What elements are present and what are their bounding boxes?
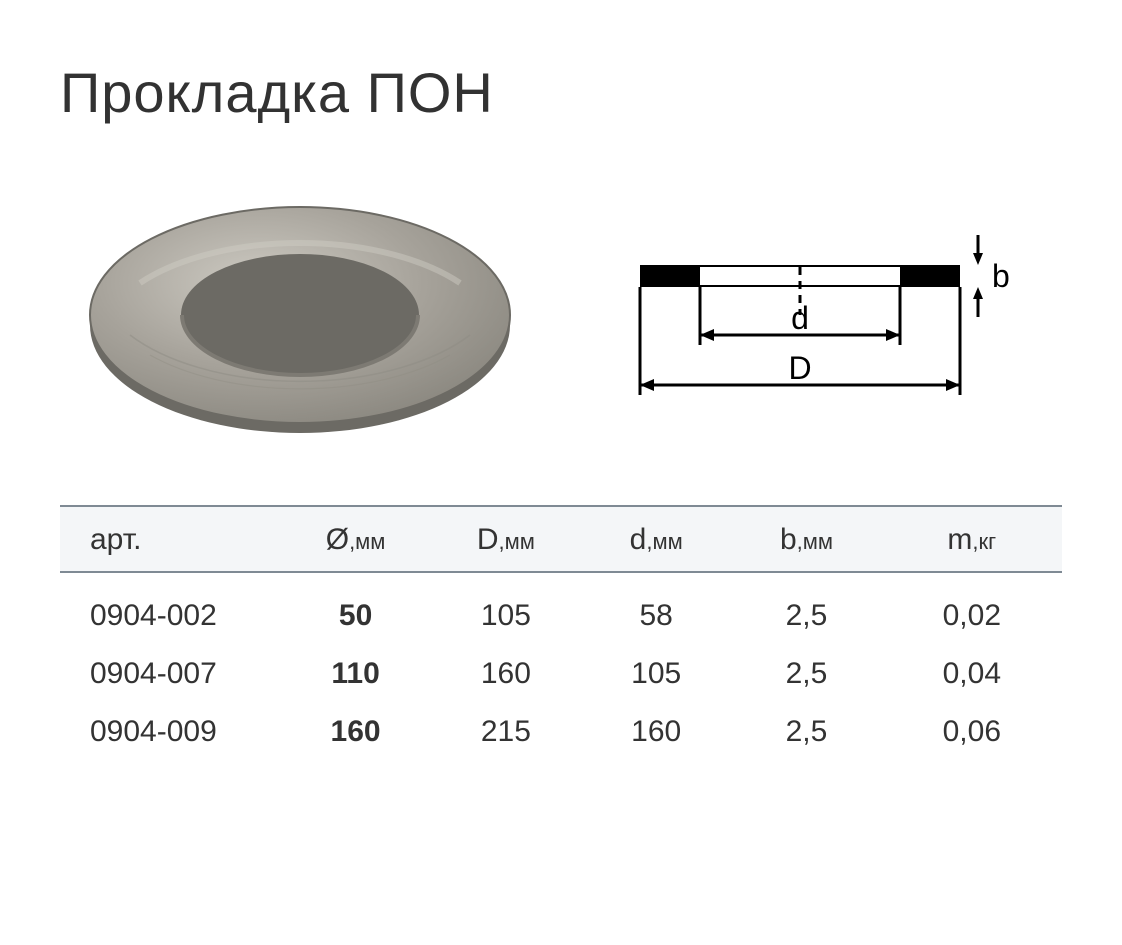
m-label: m <box>947 523 972 556</box>
cell-diameter: 50 <box>280 572 430 645</box>
m-unit: ,кг <box>972 529 996 554</box>
gasket-image <box>60 165 540 465</box>
diagram-label-D-upper: D <box>788 350 811 386</box>
diameter-unit: ,мм <box>349 529 385 554</box>
diameter-symbol: Ø <box>326 523 349 556</box>
col-D: D,мм <box>431 506 581 572</box>
cell-art: 0904-002 <box>60 572 280 645</box>
cell-diameter: 110 <box>280 645 430 703</box>
b-label: b <box>780 523 797 556</box>
col-art: арт. <box>60 506 280 572</box>
table-row: 0904-007 110 160 105 2,5 0,04 <box>60 645 1062 703</box>
cell-d: 160 <box>581 703 731 761</box>
col-m: m,кг <box>882 506 1062 572</box>
diagram-label-d: d <box>791 300 809 336</box>
D-label: D <box>477 523 499 556</box>
cell-m: 0,02 <box>882 572 1062 645</box>
cell-m: 0,04 <box>882 645 1062 703</box>
table-body: 0904-002 50 105 58 2,5 0,02 0904-007 110… <box>60 572 1062 761</box>
table-header-row: арт. Ø,мм D,мм d,мм b,мм m,кг <box>60 506 1062 572</box>
cell-b: 2,5 <box>731 645 881 703</box>
dimension-diagram: b d D <box>600 195 1020 435</box>
cell-art: 0904-007 <box>60 645 280 703</box>
col-b: b,мм <box>731 506 881 572</box>
cell-art: 0904-009 <box>60 703 280 761</box>
cell-m: 0,06 <box>882 703 1062 761</box>
cell-diameter: 160 <box>280 703 430 761</box>
D-unit: ,мм <box>499 529 535 554</box>
cell-D: 105 <box>431 572 581 645</box>
table-row: 0904-009 160 215 160 2,5 0,06 <box>60 703 1062 761</box>
cell-d: 105 <box>581 645 731 703</box>
cell-b: 2,5 <box>731 572 881 645</box>
b-unit: ,мм <box>797 529 833 554</box>
spec-table: арт. Ø,мм D,мм d,мм b,мм m,кг <box>60 505 1062 761</box>
cell-d: 58 <box>581 572 731 645</box>
page-title: Прокладка ПОН <box>60 60 1062 125</box>
d-unit: ,мм <box>646 529 682 554</box>
cell-D: 215 <box>431 703 581 761</box>
diagram-label-b: b <box>992 258 1010 294</box>
d-label: d <box>630 523 647 556</box>
col-diameter: Ø,мм <box>280 506 430 572</box>
cell-D: 160 <box>431 645 581 703</box>
table-row: 0904-002 50 105 58 2,5 0,02 <box>60 572 1062 645</box>
col-d: d,мм <box>581 506 731 572</box>
illustration-row: b d D <box>60 165 1062 465</box>
cell-b: 2,5 <box>731 703 881 761</box>
